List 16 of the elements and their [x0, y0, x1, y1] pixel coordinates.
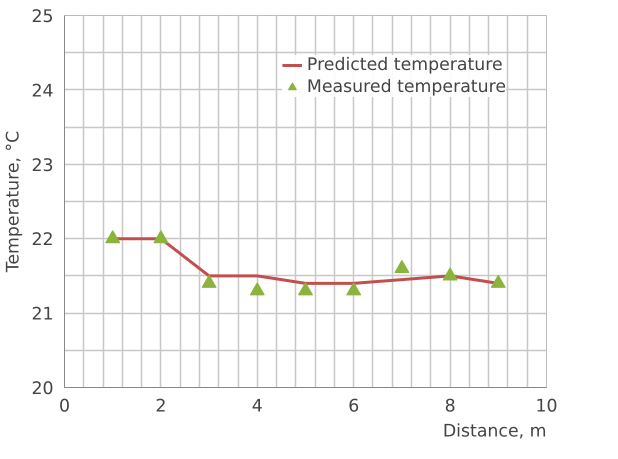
y-tick-label: 23 — [31, 156, 54, 176]
y-tick-label: 20 — [31, 379, 54, 399]
y-axis-title: Temperature, °C — [3, 130, 24, 274]
x-tick-label: 0 — [58, 396, 70, 416]
x-tick-label: 6 — [348, 396, 360, 416]
y-tick-label: 24 — [31, 81, 54, 102]
legend-label: Predicted temperature — [306, 55, 503, 75]
x-tick-label: 2 — [155, 396, 166, 416]
x-axis-title: Distance, m — [442, 422, 547, 442]
y-tick-label: 22 — [31, 230, 54, 250]
x-tick-label: 10 — [535, 396, 558, 416]
y-tick-label: 25 — [31, 7, 54, 27]
legend-label: Measured temperature — [306, 77, 506, 97]
x-tick-label: 4 — [252, 396, 263, 416]
x-tick-label: 8 — [444, 396, 456, 416]
y-tick-label: 21 — [31, 304, 54, 325]
